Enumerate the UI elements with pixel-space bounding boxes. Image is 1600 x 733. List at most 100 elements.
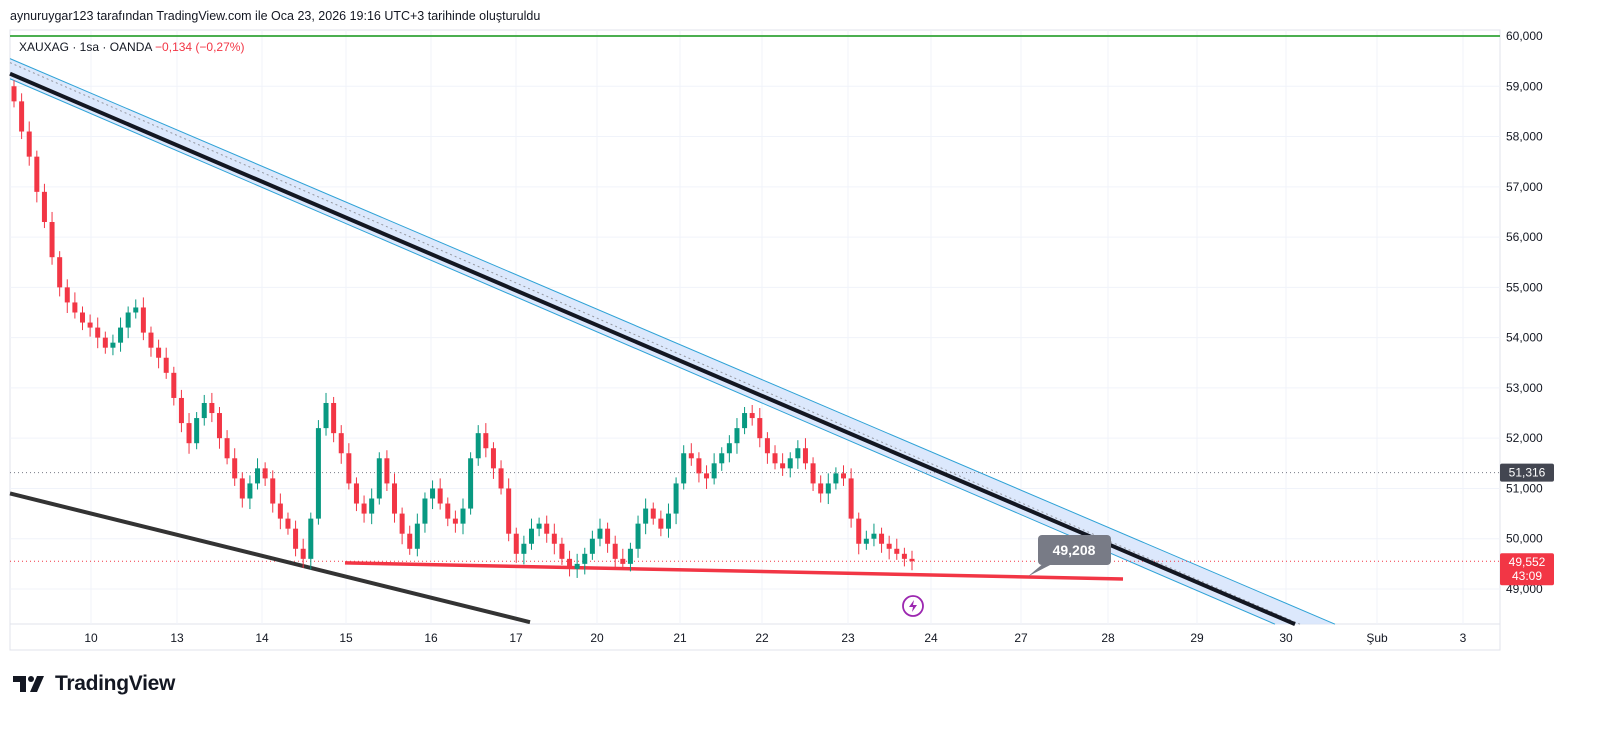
candle-body (544, 523, 550, 534)
candle-body (148, 332, 154, 348)
channel-upper-edge (9, 58, 1336, 625)
x-tick-label: 28 (1101, 631, 1115, 645)
candle-body (262, 468, 268, 479)
candle-body (772, 453, 778, 464)
tradingview-logo[interactable]: TradingView (13, 672, 175, 696)
last-price-tag (1500, 553, 1554, 586)
candle-body (863, 538, 869, 544)
candle-body (833, 473, 839, 484)
candle-body (11, 86, 17, 102)
candle-body (856, 518, 862, 544)
candle-body (673, 483, 679, 514)
candle-body (300, 548, 306, 559)
candle-body (818, 483, 824, 494)
candle-body (57, 257, 63, 288)
candle-body (369, 498, 375, 514)
y-tick-label: 53,000 (1506, 381, 1543, 395)
candle-body (521, 543, 527, 554)
candle-body (201, 402, 207, 419)
candle-body (338, 433, 344, 454)
candle-body (468, 458, 474, 509)
price-levels (10, 35, 1500, 562)
candle-body (232, 458, 238, 479)
candle-body (559, 543, 565, 559)
candle-body (650, 508, 656, 519)
candle-body (605, 528, 611, 544)
candle-body (582, 553, 588, 564)
upper-trendline (9, 71, 1296, 627)
candle-body (118, 327, 124, 343)
candle-body (688, 453, 694, 459)
y-tick-label: 56,000 (1506, 230, 1543, 244)
x-tick-label: 22 (755, 631, 769, 645)
candle-body (110, 342, 116, 348)
candle-body (452, 518, 458, 524)
candle-body (734, 428, 740, 444)
candle-body (597, 528, 603, 539)
x-tick-label: Şub (1366, 631, 1388, 645)
candle-body (483, 433, 489, 449)
candle-body (879, 533, 885, 544)
candle-body (506, 488, 512, 534)
symbol-legend[interactable]: XAUXAG · 1sa · OANDA −0,134 (−0,27%) (19, 40, 244, 54)
y-tick-label: 51,000 (1506, 481, 1543, 495)
candle-body (909, 558, 915, 562)
candle-body (574, 563, 580, 569)
candle-body (848, 478, 854, 519)
y-tick-label: 52,000 (1506, 431, 1543, 445)
countdown-label: 43:09 (1512, 569, 1542, 583)
candle-body (787, 458, 793, 469)
candle-body (407, 533, 413, 549)
candle-body (719, 453, 725, 464)
trendlines (9, 71, 1296, 627)
symbol-label: XAUXAG · 1sa · OANDA (19, 40, 152, 54)
candle-body (810, 463, 816, 484)
candle-body (742, 413, 748, 429)
candle-body (802, 448, 808, 464)
candle-body (726, 443, 732, 454)
candle-body (87, 322, 93, 328)
candle-body (589, 538, 595, 554)
candle-body (513, 533, 519, 554)
candle-body (156, 347, 162, 358)
y-tick-label: 57,000 (1506, 180, 1543, 194)
y-tick-label: 54,000 (1506, 331, 1543, 345)
x-tick-label: 16 (424, 631, 438, 645)
candle-body (216, 413, 222, 439)
candle-body (125, 312, 131, 328)
candle-body (665, 513, 671, 529)
channel-lower-edge (9, 78, 1276, 625)
last-price-label: 49,552 (1509, 555, 1546, 569)
candle-body (658, 518, 664, 529)
x-tick-label: 14 (255, 631, 269, 645)
candle-body (551, 533, 557, 544)
candle-body (567, 558, 573, 569)
support-trendline (344, 561, 1124, 581)
candle-body (437, 488, 443, 504)
candle-body (635, 523, 641, 549)
candle-body (361, 503, 367, 514)
candle-body (399, 513, 405, 534)
candle-body (414, 523, 420, 549)
candle-body (536, 523, 542, 529)
x-tick-label: 15 (339, 631, 353, 645)
candle-body (749, 413, 755, 419)
candle-body (795, 448, 801, 459)
candle-body (72, 302, 78, 313)
lightning-icon[interactable] (902, 595, 924, 617)
candle-body (886, 543, 892, 549)
y-tick-label: 59,000 (1506, 79, 1543, 93)
candle-body (133, 307, 139, 313)
candle-body (445, 503, 451, 519)
candle-body (64, 287, 70, 303)
candle-body (376, 458, 382, 499)
candle-body (186, 423, 192, 444)
y-tick-label: 58,000 (1506, 130, 1543, 144)
candle-body (323, 402, 329, 429)
y-tick-label: 60,000 (1506, 29, 1543, 43)
candle-body (171, 372, 177, 398)
candle-body (224, 438, 230, 459)
candle-body (460, 508, 466, 524)
